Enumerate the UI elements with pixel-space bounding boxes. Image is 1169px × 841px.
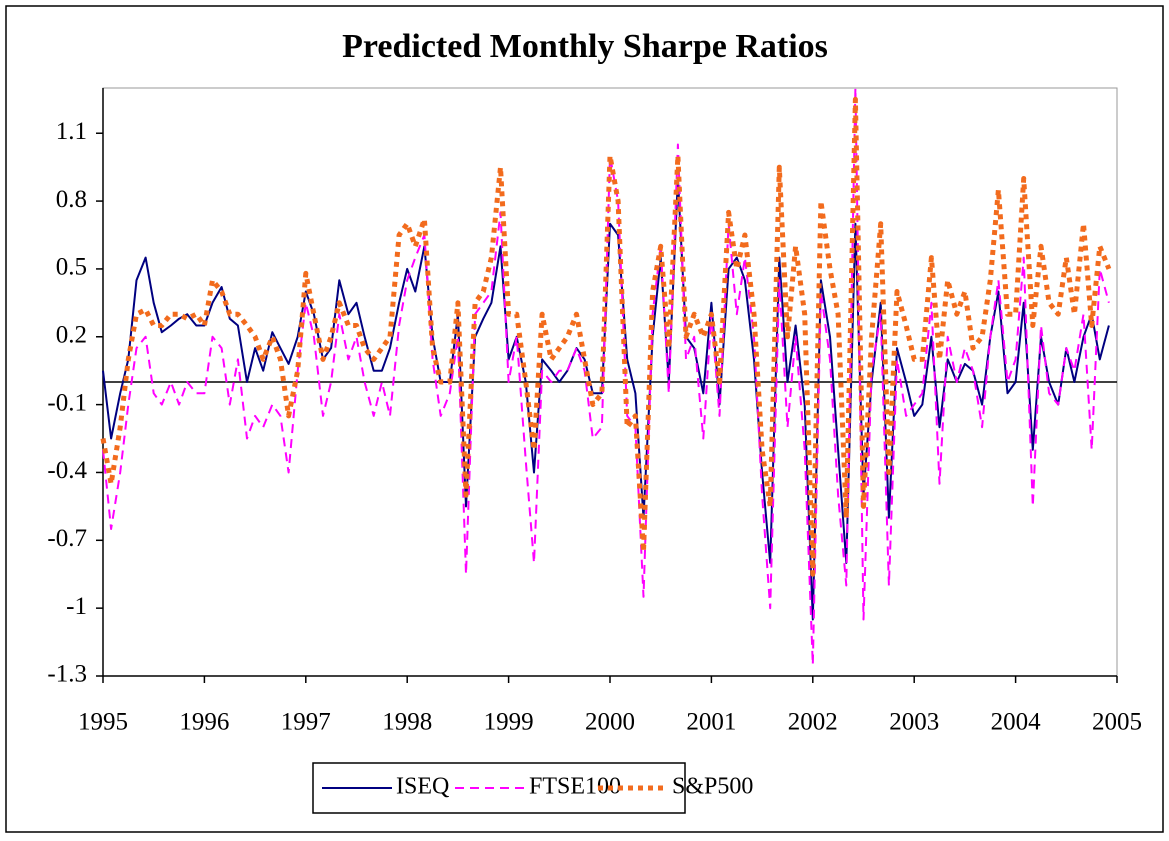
y-tick-label: 0.5 <box>56 254 87 281</box>
y-tick-label: -0.1 <box>47 389 87 416</box>
x-tick-label: 1996 <box>179 709 229 736</box>
y-tick-label: -0.4 <box>47 457 87 484</box>
chart-border <box>5 5 1164 833</box>
chart-title: Predicted Monthly Sharpe Ratios <box>342 28 828 65</box>
series-line <box>102 87 1110 666</box>
x-tick-label: 2000 <box>585 709 635 736</box>
y-tick-label: -1.3 <box>47 661 87 688</box>
y-tick-label: 0.2 <box>56 322 87 349</box>
x-tick-label: 2003 <box>889 709 939 736</box>
x-tick-label: 2002 <box>788 709 838 736</box>
x-tick-label: 2001 <box>686 709 736 736</box>
y-tick-label: -0.7 <box>47 525 87 552</box>
x-tick-label: 1999 <box>484 709 534 736</box>
y-tick-label: 1.1 <box>56 118 87 145</box>
y-tick-label: 0.8 <box>56 186 87 213</box>
x-tick-label: 1997 <box>281 709 331 736</box>
x-tick-label: 1995 <box>78 709 128 736</box>
x-tick-label: 2005 <box>1092 709 1142 736</box>
legend-label: FTSE100 <box>529 774 621 800</box>
legend-label: S&P500 <box>672 774 753 800</box>
legend-label: ISEQ <box>396 774 449 800</box>
y-tick-label: -1 <box>66 593 87 620</box>
series-line <box>100 96 1112 577</box>
x-tick-label: 2004 <box>991 709 1042 736</box>
x-tick-label: 1998 <box>382 709 432 736</box>
